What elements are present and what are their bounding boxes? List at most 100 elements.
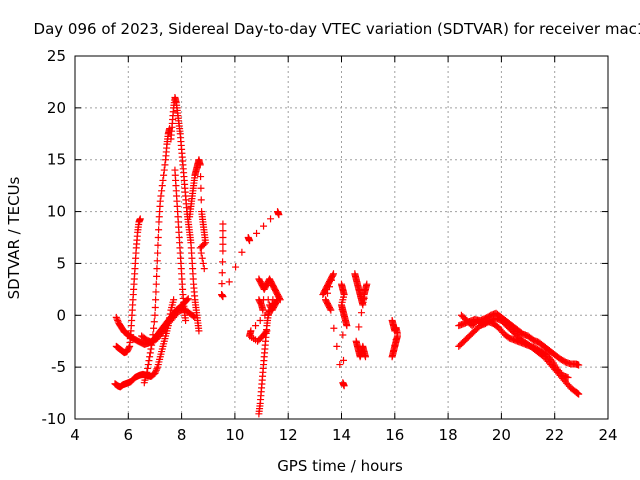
data-point [197,184,205,192]
data-point [154,241,162,249]
x-axis-label: GPS time / hours [277,457,403,475]
series-sat-i [246,306,274,418]
data-point [156,197,164,205]
data-point [333,342,341,350]
data-point [149,331,157,339]
series-sat-e [167,93,203,335]
x-tick-label: 12 [279,426,298,444]
data-point [330,270,338,278]
data-point [153,257,161,265]
series-sat-m [388,316,401,361]
data-point [219,247,227,255]
data-point [196,244,204,252]
x-tick-label: 10 [225,426,244,444]
data-point [161,161,169,169]
data-point [143,368,151,376]
data-point [152,288,160,296]
data-point [200,265,208,273]
x-tick-label: 16 [385,426,404,444]
data-point [151,369,159,377]
data-point [324,289,332,297]
data-point [326,305,334,313]
data-point [113,315,121,323]
data-point [363,280,371,288]
data-point [191,313,199,321]
data-point [158,187,166,195]
data-point [197,249,205,257]
y-tick-label: 20 [47,99,66,117]
data-point [355,323,363,331]
data-point [153,265,161,273]
data-point [160,166,168,174]
data-point [360,294,368,302]
data-point [136,215,144,223]
y-tick-label: 5 [56,254,66,272]
data-point [152,368,160,376]
data-point [261,311,269,319]
data-point [199,259,207,267]
data-point [328,276,336,284]
data-point [327,306,335,314]
data-point [564,374,572,382]
data-point [339,356,347,364]
y-tick-label: 0 [56,306,66,324]
data-point [219,227,227,235]
data-point [147,345,155,353]
data-point [153,365,161,373]
data-point [238,248,246,256]
plot-frame [74,55,609,420]
data-point [225,278,233,286]
data-point [339,331,347,339]
data-point [263,327,271,335]
data-point [190,312,198,320]
data-point [219,293,227,301]
data-point [144,361,152,369]
series-sat-g [186,156,210,273]
series-sat-o [455,309,583,369]
axis-ticks: 4 6 8 10 12 14 16 18 20 22 24 -10 -5 0 5 10 15 20 25 [42,47,618,444]
x-tick-label: 20 [492,426,511,444]
data-point [157,192,165,200]
data-point [267,215,275,223]
x-tick-label: 6 [124,426,134,444]
data-point [218,280,226,288]
series-sat-n [455,314,583,398]
data-point [361,353,369,361]
series-sat-h [218,208,283,301]
data-point [152,280,160,288]
series-sat-d [140,125,174,387]
data-point [275,211,283,219]
data-point [112,313,120,321]
data-point [197,196,205,204]
data-point [155,226,163,234]
x-tick-label: 8 [177,426,187,444]
data-point [197,173,205,181]
data-point [144,364,152,372]
data-point [154,249,162,257]
data-point [150,318,158,326]
series-sat-k [319,270,351,390]
data-point [145,357,153,365]
data-point [196,161,204,169]
data-point [158,329,166,337]
data-point [125,344,133,352]
y-tick-label: -5 [51,358,66,376]
data-point [343,322,351,330]
series-sat-b [112,215,144,357]
data-point [326,283,334,291]
data-point [182,316,190,324]
data-point [146,353,154,361]
data-point [151,311,159,319]
series-sat-l [351,270,371,361]
data-point [146,349,154,357]
data-point [262,328,270,336]
y-tick-label: -10 [42,410,67,428]
data-point [154,234,162,241]
data-point [357,309,365,317]
data-point [393,332,401,340]
data-point [260,222,268,230]
data-point [219,220,227,228]
data-point [166,310,174,318]
data-point [259,306,267,314]
